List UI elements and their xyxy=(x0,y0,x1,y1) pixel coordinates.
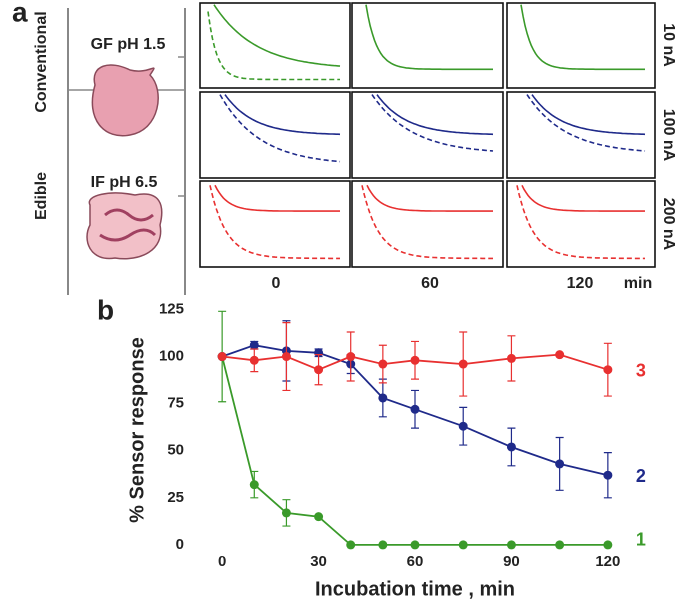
data-point xyxy=(458,540,468,550)
trace-box xyxy=(199,180,351,268)
data-point xyxy=(346,540,356,550)
data-point xyxy=(378,359,388,369)
trace-box xyxy=(351,91,504,179)
series-line xyxy=(221,356,608,546)
trace xyxy=(209,185,340,260)
time-label: 0 xyxy=(272,275,281,292)
time-unit: min xyxy=(624,275,652,292)
data-point xyxy=(314,365,324,375)
trace-box xyxy=(506,2,656,89)
medium-label: IF pH 6.5 xyxy=(91,174,158,191)
data-point xyxy=(410,355,420,365)
series-label: 1 xyxy=(636,530,646,550)
y-tick-label: 25 xyxy=(167,489,184,506)
group-label: Conventional xyxy=(33,11,50,112)
data-point xyxy=(249,355,259,365)
medium-label: GF pH 1.5 xyxy=(91,36,166,53)
panel-label: b xyxy=(97,294,114,325)
data-point xyxy=(506,442,516,452)
x-tick-label: 90 xyxy=(503,553,520,570)
data-point xyxy=(249,480,259,490)
trace xyxy=(371,94,494,152)
data-point xyxy=(458,359,468,369)
x-axis-title: Incubation time , min xyxy=(315,578,515,600)
trace-box xyxy=(506,91,656,179)
scale-label: 100 nA xyxy=(660,109,677,162)
data-point xyxy=(217,352,227,362)
scale-label: 10 nA xyxy=(660,23,677,67)
data-point xyxy=(555,540,565,550)
intestine-loops xyxy=(99,208,157,242)
series-label: 3 xyxy=(636,360,646,380)
time-label: 120 xyxy=(567,275,594,292)
series-label: 2 xyxy=(636,466,646,486)
data-point xyxy=(378,540,388,550)
intestine-icon xyxy=(86,192,163,260)
stomach-icon xyxy=(91,64,159,137)
data-point xyxy=(506,353,516,363)
panel-b: b Incubation time , min % Sensor respons… xyxy=(97,294,646,600)
trace-box xyxy=(199,2,351,89)
x-tick-label: 120 xyxy=(595,553,620,570)
trace xyxy=(207,11,340,81)
data-point xyxy=(555,350,565,360)
trace xyxy=(521,184,645,212)
trace xyxy=(365,4,493,71)
data-point xyxy=(410,404,420,414)
data-point xyxy=(410,540,420,550)
panel-label: a xyxy=(12,0,28,27)
data-point xyxy=(555,459,565,469)
trace-box xyxy=(199,91,351,179)
x-tick-label: 60 xyxy=(407,553,424,570)
x-tick-label: 30 xyxy=(310,553,327,570)
group-label: Edible xyxy=(33,172,50,220)
data-point xyxy=(378,393,388,403)
data-point xyxy=(458,421,468,431)
trace xyxy=(224,94,341,136)
trace xyxy=(526,94,646,152)
y-tick-label: 0 xyxy=(176,536,184,553)
trace xyxy=(520,4,645,71)
data-point xyxy=(603,470,613,480)
y-tick-label: 50 xyxy=(167,442,184,459)
y-tick-label: 75 xyxy=(167,395,184,412)
scale-label: 200 nA xyxy=(660,198,677,251)
data-point xyxy=(603,540,613,550)
time-label: 60 xyxy=(421,275,439,292)
trace xyxy=(531,94,646,136)
trace-box xyxy=(351,2,504,89)
trace xyxy=(213,4,341,67)
y-axis-title: % Sensor response xyxy=(126,337,148,523)
trace xyxy=(376,94,494,136)
data-point xyxy=(506,540,516,550)
y-tick-label: 125 xyxy=(159,300,184,317)
trace xyxy=(366,184,493,212)
data-point xyxy=(249,340,259,350)
trace-box xyxy=(506,180,656,268)
trace xyxy=(214,184,340,212)
data-point xyxy=(281,508,291,518)
trace xyxy=(361,185,493,260)
trace xyxy=(516,185,645,260)
panel-a: a Conventional Edible GF pH 1.5 IF pH 6.… xyxy=(12,0,677,295)
data-point xyxy=(346,352,356,362)
data-point xyxy=(603,365,613,375)
x-tick-label: 0 xyxy=(218,553,226,570)
data-point xyxy=(281,352,291,362)
trace xyxy=(219,94,341,163)
data-point xyxy=(314,512,324,522)
trace-box xyxy=(351,180,504,268)
y-tick-label: 100 xyxy=(159,347,184,364)
